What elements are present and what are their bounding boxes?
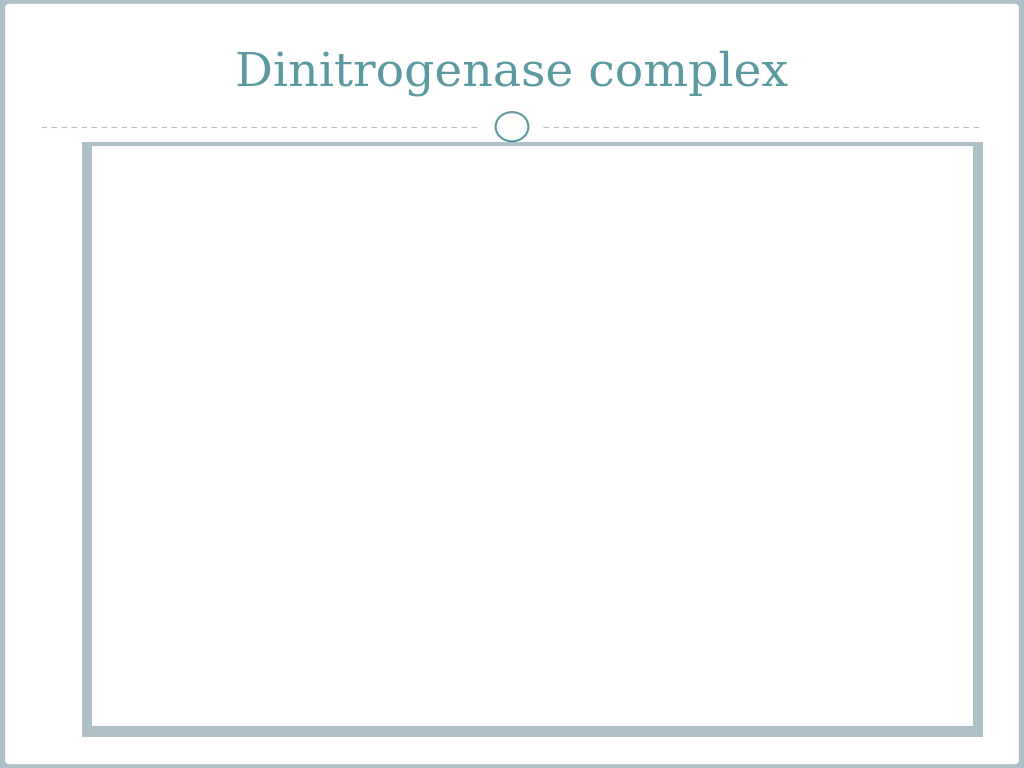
- Text: Mg$^{++}$: Mg$^{++}$: [118, 359, 154, 378]
- Bar: [233, 200, 814, 672]
- Text: C$_2$H$_2$: C$_2$H$_2$: [862, 529, 894, 545]
- Text: H$^+$: H$^+$: [862, 590, 883, 605]
- Text: Fd (red.) + 2H$^+$: Fd (red.) + 2H$^+$: [218, 680, 312, 697]
- Text: Hydrogenase: Hydrogenase: [492, 652, 573, 665]
- Text: ATP: ATP: [131, 402, 154, 415]
- Text: H$_2$: H$_2$: [862, 381, 879, 396]
- Text: Mo-Fe-Protein: Mo-Fe-Protein: [609, 485, 685, 495]
- Text: NH$_3$: NH$_3$: [862, 253, 888, 268]
- Text: N$_2^+$ H$_2$O: N$_2^+$ H$_2$O: [862, 292, 913, 310]
- Text: (red.): (red.): [632, 508, 663, 518]
- Text: N$_2$O: N$_2$O: [862, 489, 889, 504]
- Text: Fe-Protein: Fe-Protein: [346, 485, 401, 495]
- Text: Mo-Fe-Protein: Mo-Fe-Protein: [609, 370, 685, 380]
- Text: NITROGENASE COMPLEX: NITROGENASE COMPLEX: [441, 173, 624, 186]
- Text: C$_2$H$_4$: C$_2$H$_4$: [862, 334, 894, 349]
- Text: (red.): (red.): [358, 394, 389, 404]
- Text: Fe-Protein: Fe-Protein: [346, 370, 401, 380]
- Text: (oxi.): (oxi.): [359, 508, 388, 518]
- Text: 2H$^+$+2e$^-$: 2H$^+$+2e$^-$: [238, 725, 299, 740]
- Text: Dinitrogenase complex: Dinitrogenase complex: [236, 50, 788, 96]
- Text: (oxi.): (oxi.): [633, 394, 662, 404]
- Text: H$_2$: H$_2$: [655, 681, 672, 697]
- Text: N$_2$: N$_2$: [862, 449, 879, 464]
